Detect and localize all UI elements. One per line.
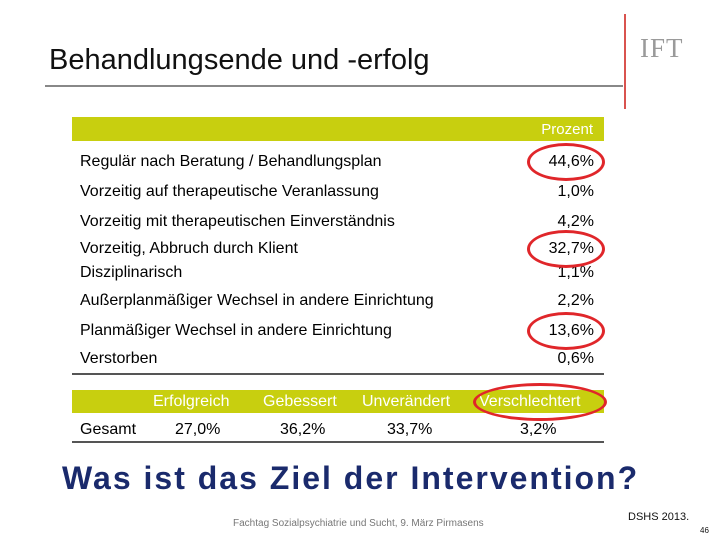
table2-column-header: Unverändert — [362, 393, 451, 410]
table2-column-header: Gebessert — [263, 393, 337, 410]
table2-value: 33,7% — [387, 421, 433, 438]
table1-row-label: Regulär nach Beratung / Behandlungsplan — [80, 153, 382, 170]
table2-column-header: Erfolgreich — [153, 393, 230, 410]
table1-row-label: Verstorben — [80, 350, 158, 367]
table1-row-value: 1,1% — [557, 264, 594, 281]
ift-logo: IFT — [640, 33, 684, 63]
table1-row-label: Vorzeitig auf therapeutische Veranlassun… — [80, 183, 379, 200]
table1-column-header: Prozent — [541, 121, 593, 138]
table1-row-value: 4,2% — [557, 213, 594, 230]
highlight-circle — [527, 230, 605, 268]
page-title: Behandlungsende und -erfolg — [49, 44, 430, 76]
table1-row-label: Planmäßiger Wechsel in andere Einrichtun… — [80, 322, 392, 339]
table2-value: 3,2% — [520, 421, 557, 438]
table1-row-label: Außerplanmäßiger Wechsel in andere Einri… — [80, 292, 434, 309]
question-heading: Was ist das Ziel der Intervention? — [62, 460, 640, 496]
table2-bottom-rule — [72, 441, 604, 443]
highlight-circle — [527, 312, 605, 350]
title-underline — [45, 85, 623, 87]
table1-row-value: 2,2% — [557, 292, 594, 309]
page-number: 46 — [700, 526, 709, 535]
table2-header — [72, 390, 604, 413]
table1-row-value: 0,6% — [557, 350, 594, 367]
table2-value: 36,2% — [280, 421, 326, 438]
footer-event: Fachtag Sozialpsychiatrie und Sucht, 9. … — [233, 518, 484, 529]
table1-row-value: 1,0% — [557, 183, 594, 200]
table1-bottom-rule — [72, 373, 604, 375]
table1-header: Prozent — [72, 117, 604, 141]
highlight-circle — [473, 383, 607, 421]
table2-row-label: Gesamt — [80, 421, 137, 438]
table2-value: 27,0% — [175, 421, 221, 438]
footer-credit: DSHS 2013. — [628, 511, 690, 523]
highlight-circle — [527, 143, 605, 181]
logo-divider — [624, 14, 626, 109]
table1-row-label: Vorzeitig mit therapeutischen Einverstän… — [80, 213, 395, 230]
table1-row-label: Vorzeitig, Abbruch durch Klient — [80, 240, 298, 257]
table1-row-label: Disziplinarisch — [80, 264, 183, 281]
